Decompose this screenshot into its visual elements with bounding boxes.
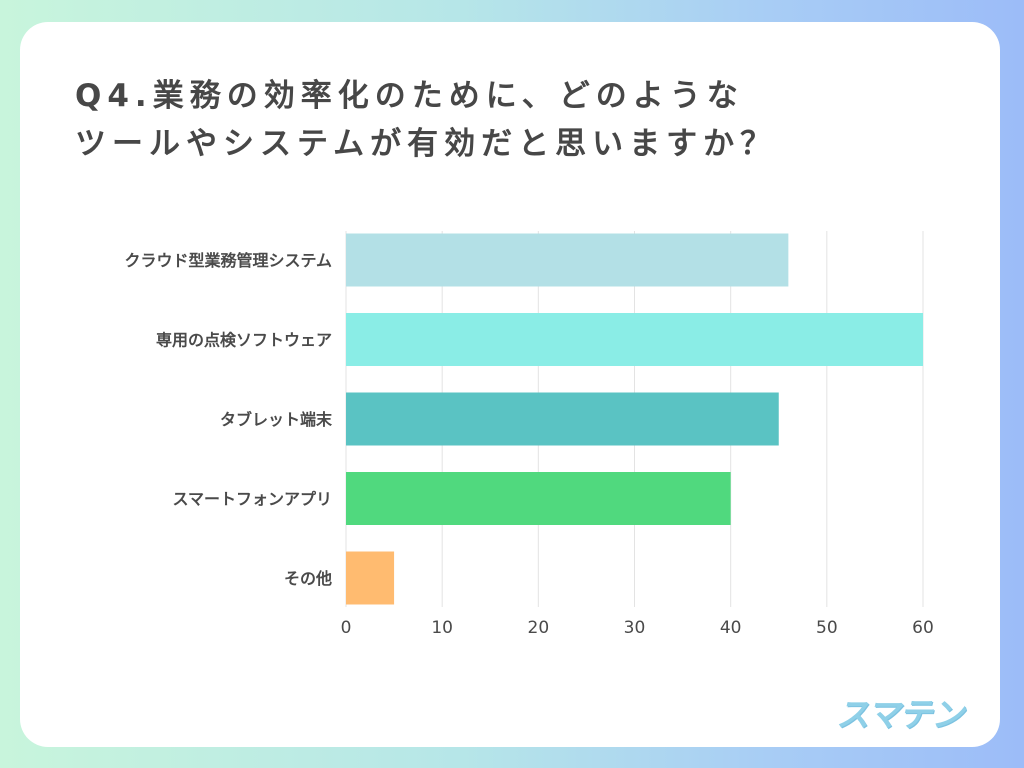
- x-tick-label-60: 60: [912, 618, 934, 638]
- x-tick-label-40: 40: [720, 618, 742, 638]
- category-label-4: スマートフォンアプリ: [172, 490, 332, 509]
- bar-1: [346, 233, 789, 287]
- brand-logo: スマテン: [836, 695, 964, 734]
- category-label-2: 専用の点検ソフトウェア: [156, 331, 332, 350]
- bar-5: [346, 551, 395, 605]
- chart-title: Q4.業務の効率化のために、どのような ツールやシステムが有効だと思いますか？: [75, 72, 777, 168]
- x-tick-labels: 0 10 20 30 40 50 60: [341, 618, 934, 638]
- title-line-1: Q4.業務の効率化のために、どのような: [75, 78, 744, 114]
- x-tick-label-30: 30: [624, 618, 646, 638]
- category-label-3: タブレット端末: [220, 410, 333, 429]
- title-line-2: ツールやシステムが有効だと思いますか？: [75, 126, 778, 162]
- category-label-5: その他: [284, 569, 332, 588]
- x-tick-label-20: 20: [528, 618, 550, 638]
- chart-card: [20, 22, 1000, 747]
- bars: [346, 233, 923, 605]
- bar-4: [346, 472, 731, 525]
- bar-2: [346, 313, 923, 366]
- category-labels: クラウド型業務管理システム専用の点検ソフトウェアタブレット端末スマートフォンアプ…: [124, 251, 333, 588]
- bar-3: [346, 392, 779, 446]
- category-label-1: クラウド型業務管理システム: [124, 251, 332, 270]
- x-tick-label-50: 50: [816, 618, 838, 638]
- x-tick-label-0: 0: [341, 618, 352, 638]
- x-tick-label-10: 10: [431, 618, 453, 638]
